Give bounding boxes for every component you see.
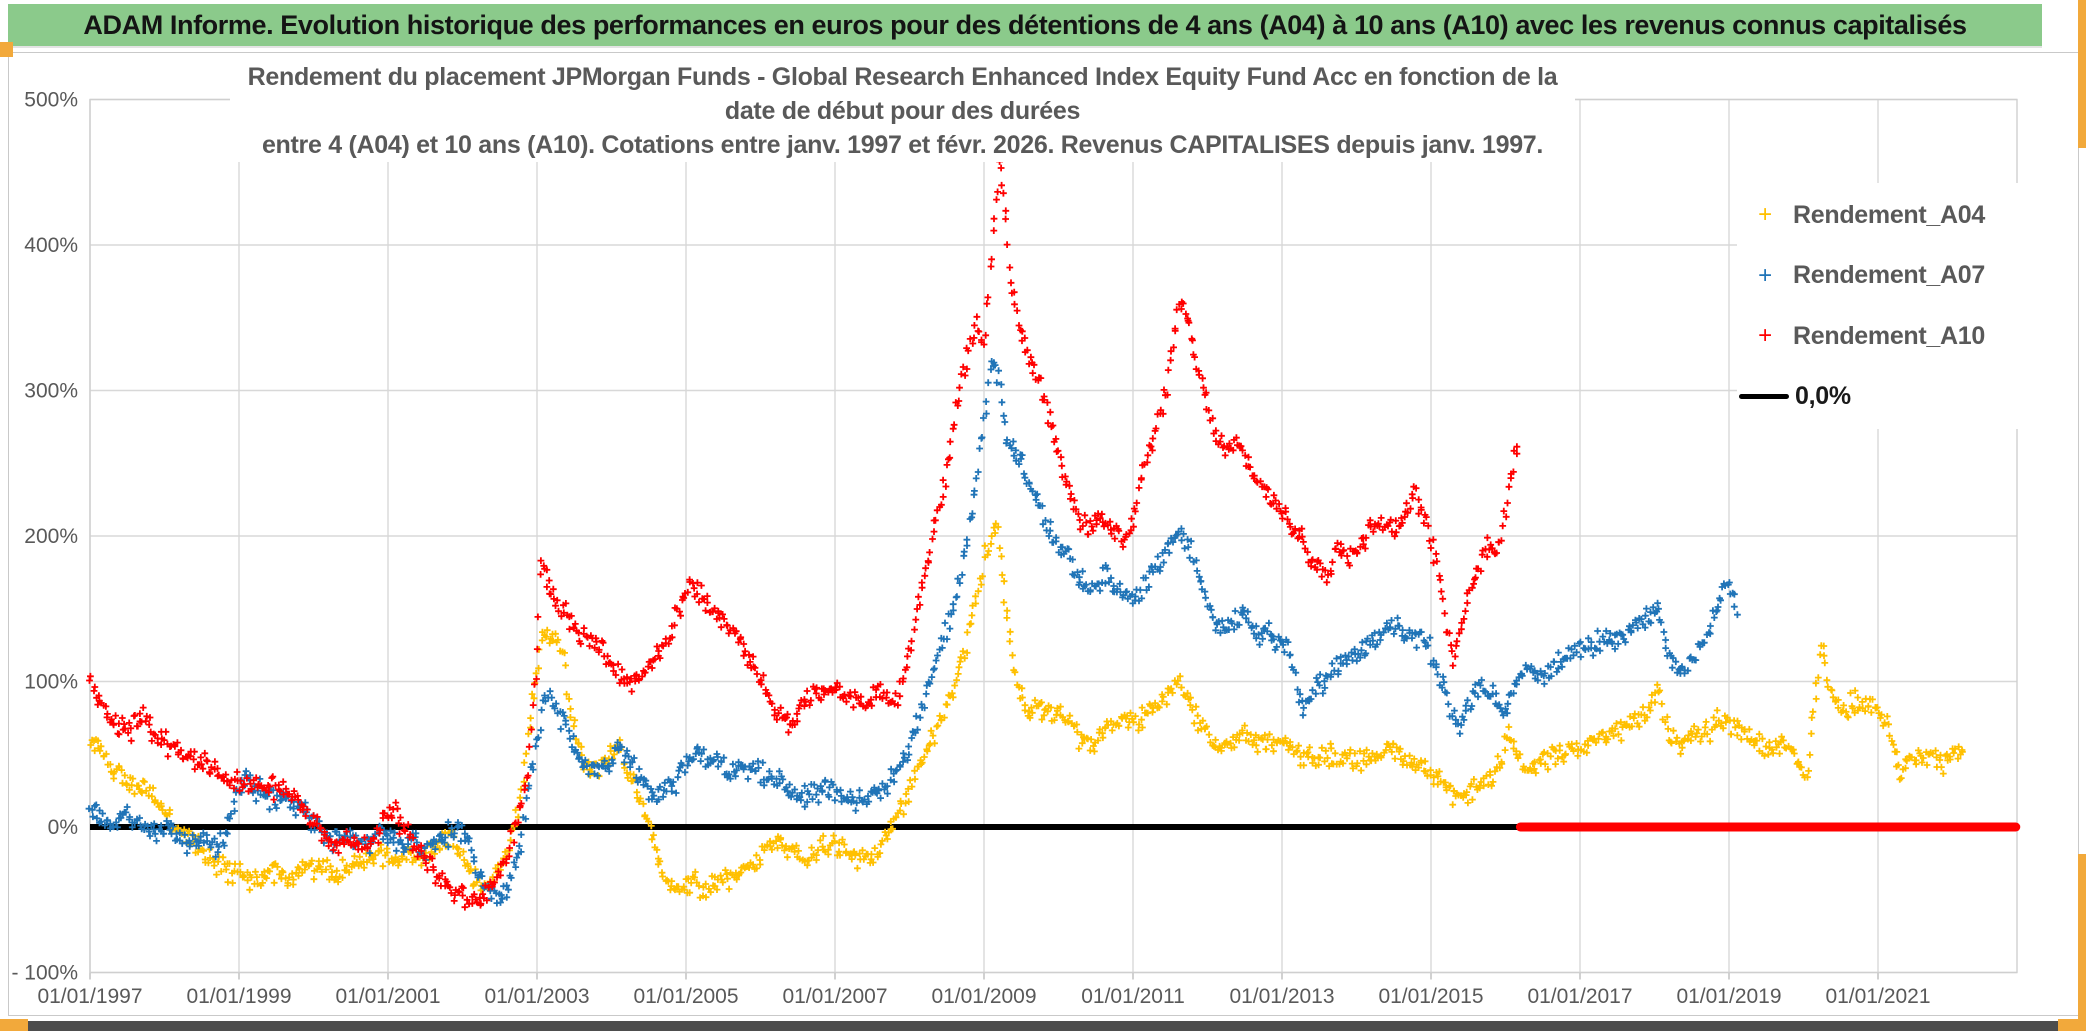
x-axis-label: 01/01/2005 [633,985,738,1008]
series-Rendement_A07 [85,358,1741,907]
x-axis-label: 01/01/2019 [1676,985,1781,1008]
frame-accent-bottom-right [2058,1019,2086,1031]
zero-line-swatch-icon [1739,394,1789,400]
x-axis-label: 01/01/1997 [37,985,142,1008]
frame-accent-bottom-left [0,1019,28,1031]
chart-subtitle-line1: Rendement du placement JPMorgan Funds - … [247,63,1558,125]
x-axis-label: 01/01/2003 [484,985,589,1008]
banner-title: ADAM Informe. Evolution historique des p… [83,9,1967,40]
series-Rendement_A04 [87,520,1966,901]
x-axis-label: 01/01/2009 [931,985,1036,1008]
legend-label-zero: 0,0% [1795,382,1851,411]
x-axis-label: 01/01/2007 [782,985,887,1008]
y-axis-label: 300% [24,380,78,403]
plus-marker-icon: + [1758,261,1772,289]
x-axis-label: 01/01/2015 [1378,985,1483,1008]
legend-item-zero-line: 0,0% [1737,369,2075,425]
x-axis-label: 01/01/2001 [335,985,440,1008]
chart-frame [8,52,2079,1016]
chart-subtitle-line2: entre 4 (A04) et 10 ans (A10). Cotations… [261,131,1544,159]
y-axis-label: 200% [24,525,78,548]
plus-marker-icon: + [1758,201,1772,228]
frame-accent-top-left [0,42,13,57]
frame-accent-right-top [2078,0,2086,148]
series-Rendement_A10 [86,158,1521,911]
x-axis-label: 01/01/2021 [1825,985,1930,1008]
legend: + Rendement_A04 + Rendement_A07 + Rendem… [1737,183,2075,429]
legend-label-a07: Rendement_A07 [1793,261,1985,290]
y-axis-label: 100% [24,671,78,694]
chart-subtitle: Rendement du placement JPMorgan Funds - … [230,60,1575,162]
x-axis-label: 01/01/2013 [1229,985,1334,1008]
y-axis-label: 0% [48,816,78,839]
y-axis-label: 400% [24,234,78,257]
legend-label-a10: Rendement_A10 [1793,321,1985,350]
x-axis-label: 01/01/2011 [1081,985,1185,1008]
title-banner: ADAM Informe. Evolution historique des p… [8,4,2042,48]
bottom-bar [28,1021,2058,1031]
x-axis-label: 01/01/2017 [1527,985,1632,1008]
frame-accent-right-bottom [2078,854,2086,1022]
legend-label-a04: Rendement_A04 [1793,200,1985,229]
y-axis-label: 500% [24,89,78,112]
legend-item-a10: + Rendement_A10 [1737,308,2075,364]
y-axis-label: - 100% [11,962,78,985]
x-axis-label: 01/01/1999 [186,985,291,1008]
legend-item-a07: + Rendement_A07 [1737,248,2075,304]
plus-marker-icon: + [1758,322,1772,350]
legend-item-a04: + Rendement_A04 [1737,187,2075,243]
